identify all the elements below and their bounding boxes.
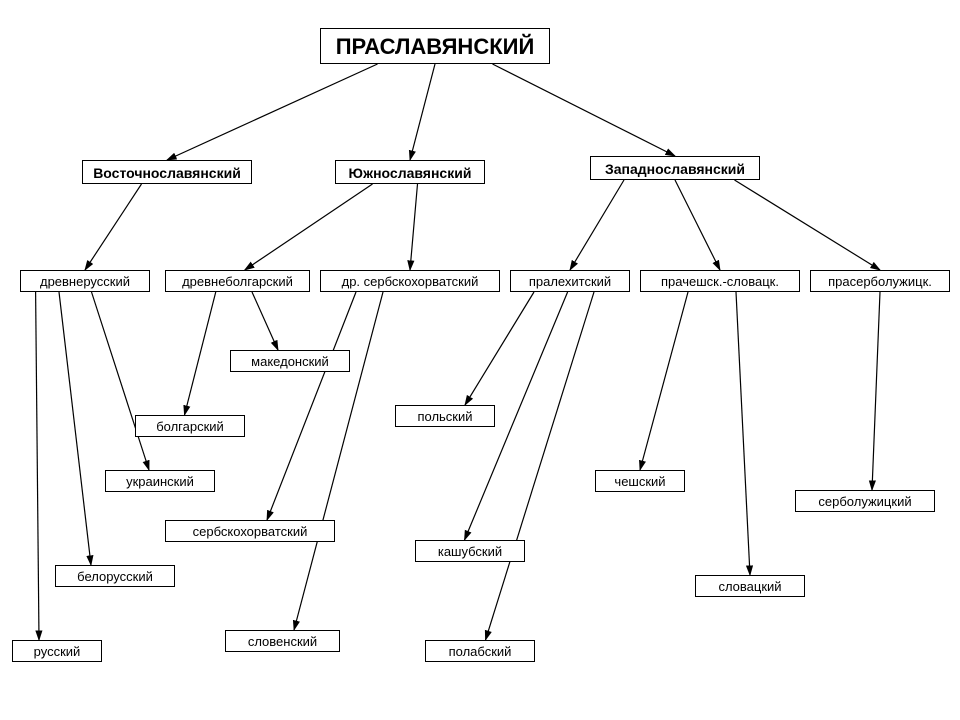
edge-praces-cze: [640, 292, 688, 470]
node-pralek: пралехитский: [510, 270, 630, 292]
edge-oldrus-rus: [36, 292, 39, 640]
node-cze: чешский: [595, 470, 685, 492]
edge-south-oldbul: [245, 184, 373, 270]
edge-root-east: [167, 64, 378, 160]
edge-oldrus-ukr: [92, 292, 150, 470]
node-bel: белорусский: [55, 565, 175, 587]
edge-praces-slk: [736, 292, 750, 575]
node-south: Южнославянский: [335, 160, 485, 184]
node-polab: полабский: [425, 640, 535, 662]
node-rus: русский: [12, 640, 102, 662]
node-oldsc: др. сербскохорватский: [320, 270, 500, 292]
edge-oldbul-maced: [252, 292, 278, 350]
edge-oldrus-bel: [59, 292, 91, 565]
edge-pralek-pol: [465, 292, 534, 405]
edge-praser-sorb: [872, 292, 880, 490]
edges-layer: [0, 0, 960, 720]
edge-pralek-polab: [486, 292, 595, 640]
edge-root-west: [493, 64, 676, 156]
edge-root-south: [410, 64, 435, 160]
edge-west-praces: [675, 180, 720, 270]
node-slk: словацкий: [695, 575, 805, 597]
edge-east-oldrus: [85, 184, 142, 270]
edge-west-praser: [735, 180, 881, 270]
edge-oldsc-serbcr: [267, 292, 356, 520]
edge-oldbul-bulg: [185, 292, 216, 415]
edge-west-pralek: [570, 180, 624, 270]
node-serbcr: сербскохорватский: [165, 520, 335, 542]
node-praser: прасерболужицк.: [810, 270, 950, 292]
node-root: ПРАСЛАВЯНСКИЙ: [320, 28, 550, 64]
node-pol: польский: [395, 405, 495, 427]
node-praces: прачешск.-словацк.: [640, 270, 800, 292]
node-sloven: словенский: [225, 630, 340, 652]
node-kash: кашубский: [415, 540, 525, 562]
node-east: Восточнославянский: [82, 160, 252, 184]
edge-south-oldsc: [410, 184, 418, 270]
node-maced: македонский: [230, 350, 350, 372]
edge-oldsc-sloven: [294, 292, 383, 630]
node-oldrus: древнерусский: [20, 270, 150, 292]
node-bulg: болгарский: [135, 415, 245, 437]
node-ukr: украинский: [105, 470, 215, 492]
node-west: Западнославянский: [590, 156, 760, 180]
node-sorb: серболужицкий: [795, 490, 935, 512]
node-oldbul: древнеболгарский: [165, 270, 310, 292]
diagram-canvas: ПРАСЛАВЯНСКИЙ Восточнославянский Южнославя…: [0, 0, 960, 720]
